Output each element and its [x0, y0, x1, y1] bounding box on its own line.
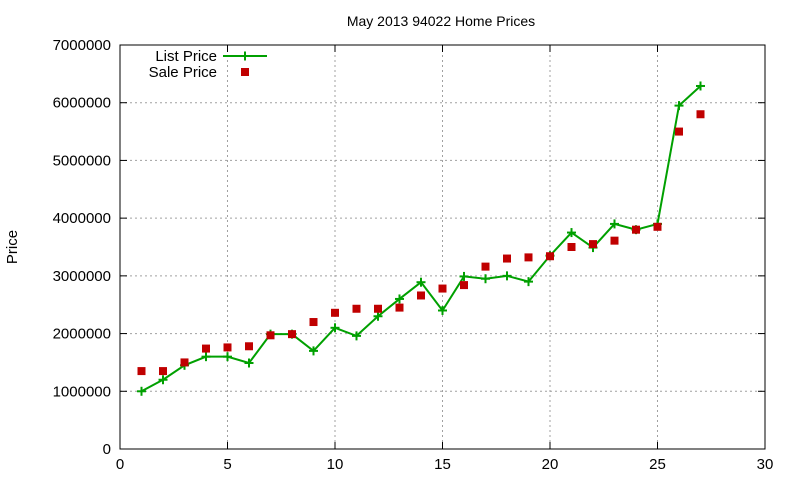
- y-tick-label: 4000000: [53, 210, 111, 227]
- point-list-price: [373, 311, 383, 321]
- point-list-price: [481, 274, 490, 284]
- point-sale-price: [266, 331, 275, 340]
- x-tick-label: 15: [434, 456, 451, 473]
- legend: List Price Sale Price: [149, 48, 267, 81]
- grid: [120, 45, 765, 449]
- legend-marker-list-price: [240, 51, 250, 61]
- point-list-price: [416, 277, 426, 287]
- point-sale-price: [331, 308, 339, 317]
- plot-frame: [119, 44, 766, 450]
- point-list-price: [158, 375, 168, 385]
- point-sale-price: [675, 127, 683, 136]
- point-sale-price: [309, 318, 318, 327]
- point-sale-price: [395, 303, 404, 312]
- point-list-price: [696, 81, 705, 91]
- axis-ticks: 0 5 10 15 20 25 30 0 1000000 2000000 3000000 400000…: [53, 37, 774, 473]
- point-sale-price: [180, 358, 189, 367]
- point-list-price: [459, 271, 469, 281]
- point-sale-price: [202, 344, 210, 353]
- point-sale-price: [159, 367, 167, 376]
- y-tick-label: 3000000: [53, 268, 111, 285]
- point-sale-price: [438, 284, 447, 293]
- data-series: [137, 81, 705, 396]
- point-sale-price: [696, 110, 705, 119]
- x-tick-label: 10: [327, 456, 344, 473]
- point-sale-price: [610, 236, 619, 245]
- point-sale-price: [460, 281, 468, 290]
- y-tick-label: 5000000: [53, 152, 111, 169]
- point-list-price: [567, 228, 576, 238]
- legend-marker-sale-price: [241, 68, 249, 76]
- legend-label-list-price: List Price: [155, 48, 217, 65]
- y-tick-label: 1000000: [53, 383, 111, 400]
- x-tick-label: 30: [757, 456, 774, 473]
- point-list-price: [244, 358, 254, 368]
- x-tick-label: 5: [223, 456, 231, 473]
- point-list-price: [330, 323, 340, 333]
- point-list-price: [674, 101, 684, 111]
- point-list-price: [502, 271, 512, 281]
- point-list-price: [137, 386, 146, 396]
- y-axis-label: Price: [4, 230, 21, 264]
- point-sale-price: [288, 330, 296, 339]
- point-sale-price: [546, 252, 554, 261]
- x-tick-label: 20: [542, 456, 559, 473]
- point-sale-price: [524, 253, 533, 262]
- x-tick-label: 25: [649, 456, 666, 473]
- point-sale-price: [245, 342, 253, 351]
- legend-label-sale-price: Sale Price: [149, 64, 217, 81]
- point-sale-price: [632, 225, 640, 234]
- point-sale-price: [374, 304, 382, 313]
- chart-title: May 2013 94022 Home Prices: [347, 13, 535, 29]
- y-tick-label: 0: [103, 441, 111, 458]
- point-sale-price: [223, 343, 232, 352]
- point-list-price: [223, 352, 232, 362]
- point-list-price: [395, 294, 404, 304]
- point-sale-price: [567, 243, 576, 251]
- point-list-price: [524, 277, 533, 287]
- x-tick-label: 0: [116, 456, 124, 473]
- point-sale-price: [417, 291, 425, 300]
- point-sale-price: [137, 367, 146, 376]
- point-sale-price: [481, 262, 490, 271]
- point-sale-price: [503, 254, 511, 263]
- point-sale-price: [653, 222, 662, 231]
- point-list-price: [352, 331, 361, 341]
- series-sale-price: [137, 110, 705, 376]
- point-list-price: [309, 346, 318, 356]
- point-list-price: [438, 305, 447, 315]
- point-list-price: [201, 352, 211, 362]
- y-tick-label: 7000000: [53, 37, 111, 54]
- y-tick-label: 2000000: [53, 326, 111, 343]
- y-tick-label: 6000000: [53, 95, 111, 112]
- point-list-price: [610, 219, 619, 229]
- series-list-price: [137, 81, 705, 396]
- point-sale-price: [352, 304, 361, 313]
- point-sale-price: [589, 240, 597, 249]
